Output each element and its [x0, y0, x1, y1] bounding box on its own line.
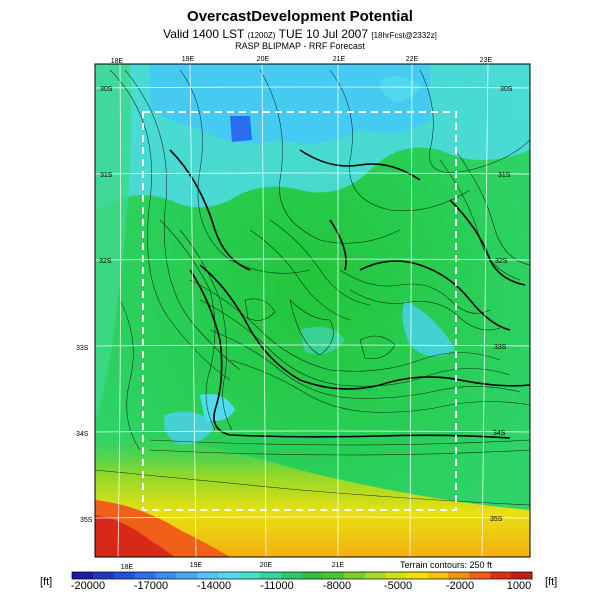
left-lat-label: 30S	[100, 86, 113, 93]
right-lat-label: 31S	[498, 172, 511, 179]
top-lon-label: 21E	[333, 56, 346, 63]
colorbar-swatch	[448, 572, 470, 579]
terrain-contour-note: Terrain contours: 250 ft	[400, 560, 493, 570]
colorbar-swatch	[260, 572, 282, 579]
colorbar-swatch	[490, 572, 512, 579]
right-lat-label: 33S	[494, 344, 507, 351]
bottom-lon-label: 19E	[190, 562, 203, 569]
colorbar-swatch	[113, 572, 136, 579]
colorbar-label: 1000	[506, 580, 532, 592]
right-lat-label: 34S	[493, 430, 506, 437]
left-lat-label: 33S	[76, 345, 89, 352]
map-field	[95, 64, 530, 557]
colorbar-swatch	[302, 572, 324, 579]
valid-date: TUE 10 Jul 2007	[278, 27, 368, 41]
colorbar-label: -14000	[196, 580, 232, 592]
colorbar-label: -8000	[322, 580, 352, 592]
left-lat-label: 35S	[80, 517, 93, 524]
colorbar-unit-right: [ft]	[545, 576, 558, 588]
colorbar-swatch	[364, 572, 386, 579]
colorbar-label: -20000	[70, 580, 106, 592]
map-subtitle: RASP BLIPMAP - RRF Forecast	[235, 41, 365, 51]
left-lat-label: 32S	[99, 258, 112, 265]
colorbar-label: -17000	[133, 580, 169, 592]
colorbar-swatch	[239, 572, 261, 579]
colorbar-swatch	[218, 572, 240, 579]
right-lat-label: 35S	[490, 516, 503, 523]
colorbar-swatch	[197, 572, 219, 579]
valid-code: (1200Z)	[247, 31, 276, 40]
inner-domain-box	[142, 111, 457, 511]
colorbar-swatch	[427, 572, 449, 579]
colorbar-unit-left: [ft]	[40, 576, 53, 588]
map-frame	[94, 63, 531, 558]
left-lat-label: 31S	[100, 172, 113, 179]
colorbar-swatch	[469, 572, 491, 579]
bottom-lon-label: 20E	[260, 562, 273, 569]
top-lon-label: 22E	[406, 56, 419, 63]
top-lon-label: 23E	[480, 57, 493, 64]
colorbar	[72, 572, 533, 579]
colorbar-frame	[71, 571, 533, 580]
bottom-lon-label: 21E	[332, 562, 345, 569]
colorbar-swatch	[155, 572, 177, 579]
right-lat-label: 30S	[500, 86, 513, 93]
colorbar-label: -2000	[445, 580, 475, 592]
colorbar-swatch	[92, 572, 115, 579]
top-lon-label: 20E	[257, 56, 270, 63]
valid-time-line: Valid 1400 LST (1200Z) TUE 10 Jul 2007 […	[0, 27, 600, 41]
colorbar-swatch	[343, 572, 366, 579]
top-lon-label: 18E	[111, 58, 124, 65]
colorbar-swatch	[72, 572, 94, 579]
colorbar-swatch	[385, 572, 407, 579]
colorbar-swatch	[134, 572, 156, 579]
left-lat-label: 34S	[76, 431, 89, 438]
colorbar-swatch	[281, 572, 303, 579]
colorbar-label: -5000	[383, 580, 413, 592]
top-lon-label: 19E	[182, 56, 195, 63]
colorbar-swatch	[406, 572, 428, 579]
map-title: OvercastDevelopment Potential	[187, 8, 413, 25]
colorbar-swatch	[176, 572, 198, 579]
colorbar-swatch	[322, 572, 345, 579]
colorbar-swatch	[511, 572, 533, 579]
right-lat-label: 32S	[495, 258, 508, 265]
valid-line: Valid 1400 LST	[163, 27, 245, 41]
colorbar-label: -11000	[260, 580, 294, 592]
forecast-tag: [18hrFcst@2332z]	[371, 31, 437, 40]
bottom-lon-label: 18E	[121, 564, 134, 571]
